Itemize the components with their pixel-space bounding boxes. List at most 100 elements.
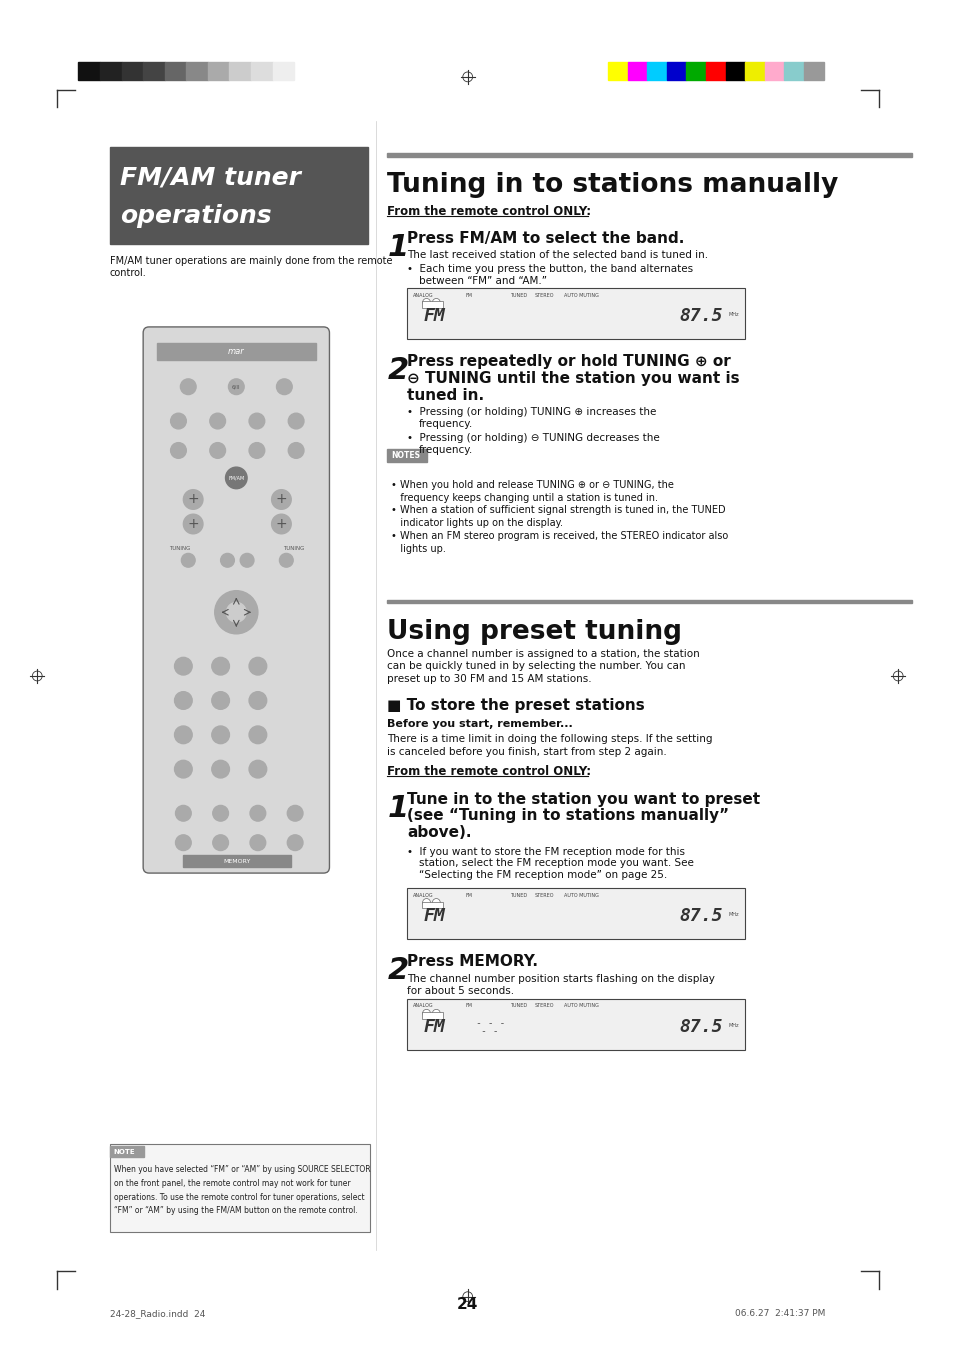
Text: +: + bbox=[187, 517, 199, 531]
Circle shape bbox=[212, 658, 230, 676]
Circle shape bbox=[225, 467, 247, 489]
Text: AUTO MUTING: AUTO MUTING bbox=[563, 893, 598, 897]
Text: Once a channel number is assigned to a station, the station: Once a channel number is assigned to a s… bbox=[387, 648, 700, 658]
Text: TUNED: TUNED bbox=[509, 1004, 526, 1008]
Text: FM: FM bbox=[423, 908, 445, 925]
Bar bbox=[803, 62, 822, 80]
Text: The last received station of the selected band is tuned in.: The last received station of the selecte… bbox=[407, 250, 707, 261]
Bar bbox=[273, 62, 294, 80]
Text: TUNING: TUNING bbox=[282, 546, 304, 551]
Text: NOTE: NOTE bbox=[113, 1148, 135, 1155]
Text: frequency.: frequency. bbox=[418, 419, 473, 430]
Circle shape bbox=[287, 835, 303, 851]
Text: •  Each time you press the button, the band alternates: • Each time you press the button, the ba… bbox=[407, 265, 692, 274]
Bar bbox=[685, 62, 705, 80]
Text: frequency.: frequency. bbox=[418, 444, 473, 454]
Text: “Selecting the FM reception mode” on page 25.: “Selecting the FM reception mode” on pag… bbox=[418, 870, 666, 880]
Text: • When an FM stereo program is received, the STEREO indicator also: • When an FM stereo program is received,… bbox=[391, 531, 728, 540]
Text: preset up to 30 FM and 15 AM stations.: preset up to 30 FM and 15 AM stations. bbox=[387, 674, 591, 684]
Circle shape bbox=[422, 1009, 430, 1017]
Text: NOTES: NOTES bbox=[391, 451, 420, 459]
Bar bbox=[744, 62, 764, 80]
Text: MEMORY: MEMORY bbox=[223, 859, 251, 863]
Bar bbox=[627, 62, 646, 80]
Circle shape bbox=[288, 443, 304, 458]
Circle shape bbox=[175, 805, 191, 821]
Text: FM: FM bbox=[423, 307, 445, 326]
Text: (see “Tuning in to stations manually”: (see “Tuning in to stations manually” bbox=[407, 808, 728, 823]
Text: station, select the FM reception mode you want. See: station, select the FM reception mode yo… bbox=[418, 858, 693, 869]
Bar bbox=[110, 1144, 369, 1232]
Bar bbox=[407, 888, 744, 939]
Text: •  If you want to store the FM reception mode for this: • If you want to store the FM reception … bbox=[407, 847, 684, 857]
Text: TUNING: TUNING bbox=[169, 546, 190, 551]
Text: MHz: MHz bbox=[727, 912, 738, 917]
Text: 1: 1 bbox=[387, 232, 408, 262]
Bar bbox=[666, 62, 685, 80]
Text: 87.5: 87.5 bbox=[679, 307, 722, 326]
Text: - - -
- -: - - - - - bbox=[476, 1017, 504, 1036]
Text: FM: FM bbox=[465, 893, 473, 897]
Bar bbox=[143, 62, 165, 80]
Bar bbox=[165, 62, 186, 80]
Text: TUNED: TUNED bbox=[509, 893, 526, 897]
Circle shape bbox=[249, 658, 267, 676]
Text: Before you start, remember...: Before you start, remember... bbox=[387, 719, 573, 730]
Text: mar: mar bbox=[228, 347, 244, 355]
Text: ANALOG: ANALOG bbox=[413, 293, 433, 297]
Text: Press MEMORY.: Press MEMORY. bbox=[407, 954, 537, 970]
Bar bbox=[764, 62, 783, 80]
Circle shape bbox=[171, 443, 186, 458]
Circle shape bbox=[171, 413, 186, 428]
Circle shape bbox=[183, 515, 203, 534]
Text: can be quickly tuned in by selecting the number. You can: can be quickly tuned in by selecting the… bbox=[387, 661, 685, 671]
Text: “FM” or “AM” by using the FM/AM button on the remote control.: “FM” or “AM” by using the FM/AM button o… bbox=[113, 1206, 357, 1216]
Circle shape bbox=[249, 443, 265, 458]
Bar bbox=[421, 1012, 443, 1019]
Text: STEREO: STEREO bbox=[534, 293, 554, 297]
Text: Using preset tuning: Using preset tuning bbox=[387, 619, 681, 646]
Bar bbox=[110, 147, 367, 243]
Circle shape bbox=[287, 805, 303, 821]
Text: indicator lights up on the display.: indicator lights up on the display. bbox=[391, 519, 562, 528]
Circle shape bbox=[250, 805, 266, 821]
Bar bbox=[186, 62, 208, 80]
Bar bbox=[646, 62, 666, 80]
Text: From the remote control ONLY:: From the remote control ONLY: bbox=[387, 765, 591, 778]
Bar bbox=[100, 62, 121, 80]
Bar bbox=[78, 62, 100, 80]
Text: When you have selected “FM” or “AM” by using SOURCE SELECTOR: When you have selected “FM” or “AM” by u… bbox=[113, 1166, 370, 1174]
Bar bbox=[208, 62, 230, 80]
Circle shape bbox=[432, 299, 439, 307]
Bar bbox=[110, 1146, 144, 1158]
Bar bbox=[607, 62, 627, 80]
Text: 2: 2 bbox=[387, 957, 408, 985]
Circle shape bbox=[214, 590, 257, 634]
Text: • When you hold and release TUNING ⊕ or ⊖ TUNING, the: • When you hold and release TUNING ⊕ or … bbox=[391, 480, 674, 490]
Text: FM/AM tuner operations are mainly done from the remote: FM/AM tuner operations are mainly done f… bbox=[110, 257, 392, 266]
Text: AUTO MUTING: AUTO MUTING bbox=[563, 293, 598, 297]
Bar bbox=[156, 343, 315, 361]
Circle shape bbox=[432, 1009, 439, 1017]
Circle shape bbox=[249, 413, 265, 428]
Bar bbox=[407, 998, 744, 1050]
Circle shape bbox=[272, 515, 291, 534]
Text: on the front panel, the remote control may not work for tuner: on the front panel, the remote control m… bbox=[113, 1179, 350, 1188]
Text: tuned in.: tuned in. bbox=[407, 388, 483, 403]
Text: 87.5: 87.5 bbox=[679, 1019, 722, 1036]
Circle shape bbox=[279, 554, 293, 567]
Circle shape bbox=[213, 835, 228, 851]
Circle shape bbox=[249, 692, 267, 709]
Circle shape bbox=[272, 489, 291, 509]
Text: control.: control. bbox=[110, 267, 147, 278]
Circle shape bbox=[276, 378, 292, 394]
Circle shape bbox=[422, 898, 430, 907]
Circle shape bbox=[213, 805, 228, 821]
Circle shape bbox=[181, 554, 195, 567]
Bar bbox=[421, 901, 443, 908]
Bar bbox=[387, 600, 911, 604]
Circle shape bbox=[174, 761, 192, 778]
Circle shape bbox=[249, 761, 267, 778]
Text: 24: 24 bbox=[456, 1297, 477, 1312]
Text: ■ To store the preset stations: ■ To store the preset stations bbox=[387, 697, 644, 712]
